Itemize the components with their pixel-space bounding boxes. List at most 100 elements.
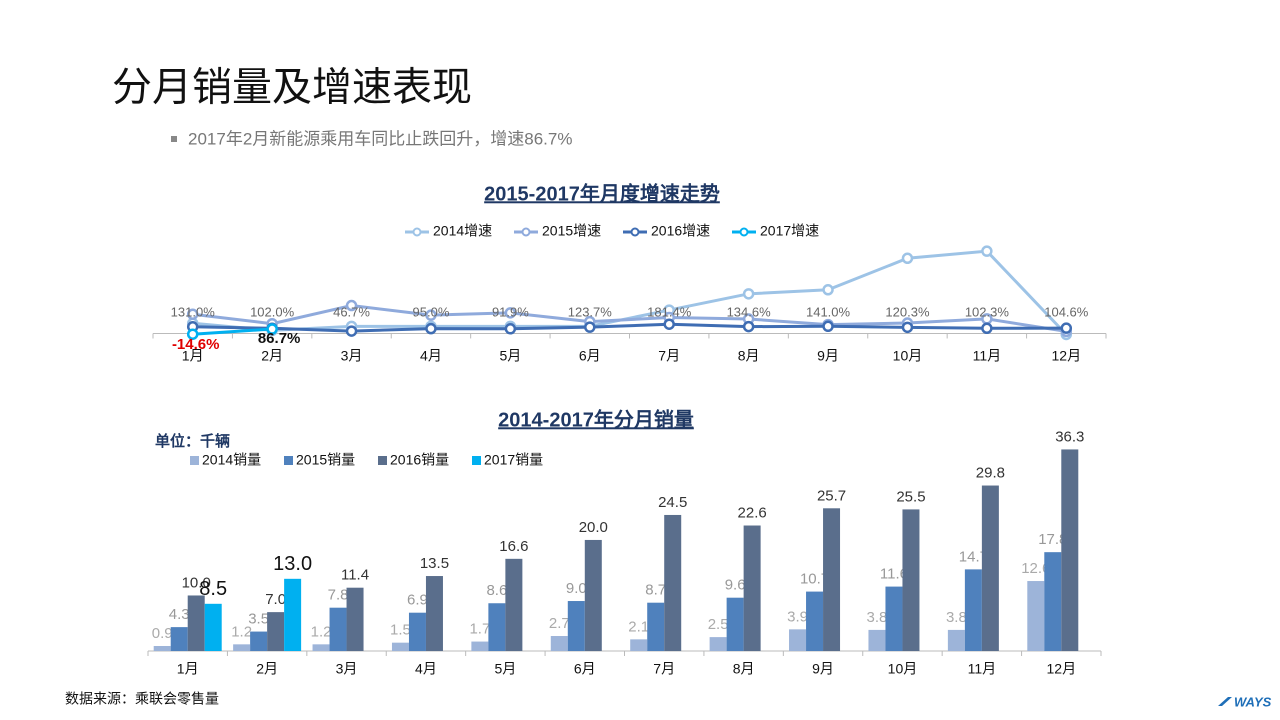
bar xyxy=(170,627,188,651)
legend-label: 2017销量 xyxy=(484,452,543,468)
line-marker xyxy=(822,284,834,296)
legend-label: 2015增速 xyxy=(542,223,601,239)
bar xyxy=(981,485,999,651)
data-label: 102.3% xyxy=(965,304,1010,319)
x-tick-label: 6月 xyxy=(579,348,601,364)
data-label: 9.0 xyxy=(566,580,587,597)
data-label: 14.7 xyxy=(959,548,988,565)
data-label: 2.7 xyxy=(549,615,570,632)
data-label: 24.5 xyxy=(658,494,687,511)
line-marker xyxy=(742,320,755,333)
data-label: 95.0% xyxy=(413,304,450,319)
bar xyxy=(391,642,409,651)
legend-swatch xyxy=(190,456,199,465)
legend-marker xyxy=(412,227,422,237)
data-label: 141.0% xyxy=(806,304,851,319)
bar xyxy=(471,641,489,651)
logo-icon xyxy=(1218,697,1232,706)
legend-swatch xyxy=(378,456,387,465)
data-label: 25.7 xyxy=(817,487,846,504)
bar xyxy=(233,644,251,651)
bar xyxy=(284,578,302,651)
data-label: 1.5 xyxy=(390,622,411,639)
x-tick-label: 4月 xyxy=(415,661,437,677)
line-marker xyxy=(186,328,199,340)
data-label: 10.0 xyxy=(182,574,211,591)
x-tick-label: 6月 xyxy=(574,661,596,677)
data-label: 12.6 xyxy=(1021,560,1050,577)
line xyxy=(192,322,1067,333)
data-label: 134.6% xyxy=(727,304,772,319)
x-tick-label: 4月 xyxy=(420,348,442,364)
data-label: 4.3 xyxy=(169,606,190,623)
bar xyxy=(947,629,965,651)
data-label: 3.8 xyxy=(867,609,888,626)
legend-swatch xyxy=(284,456,293,465)
source: 数据来源：乘联会零售量 xyxy=(65,691,219,707)
data-label: 36.3 xyxy=(1055,428,1084,445)
legend-label: 2017增速 xyxy=(760,223,819,239)
data-label: 1.2 xyxy=(231,623,252,640)
x-tick-label: 10月 xyxy=(893,348,923,364)
data-label: 11.6 xyxy=(880,566,908,583)
x-tick-label: 5月 xyxy=(494,661,516,677)
x-tick-label: 1月 xyxy=(182,348,204,364)
data-label: 8.7 xyxy=(645,582,666,599)
x-tick-label: 11月 xyxy=(973,348,1002,364)
bar xyxy=(505,558,523,651)
x-tick-label: 1月 xyxy=(177,661,199,677)
line-marker xyxy=(186,308,199,321)
data-label: 91.9% xyxy=(492,304,529,319)
data-label: 120.3% xyxy=(885,304,930,319)
chart-title: 2015-2017年月度增速走势 xyxy=(484,181,720,205)
bar xyxy=(204,603,222,651)
slide-title: 分月销量及增速表现 xyxy=(112,66,472,110)
bar xyxy=(488,603,506,651)
bar xyxy=(823,508,841,651)
x-tick-label: 2月 xyxy=(256,661,278,677)
x-tick-label: 3月 xyxy=(336,661,358,677)
x-tick-label: 11月 xyxy=(968,661,997,677)
bar xyxy=(664,514,682,651)
data-label: 1.7 xyxy=(469,621,490,638)
bar xyxy=(743,525,761,651)
data-label: 181.4% xyxy=(647,304,692,319)
data-label: 104.6% xyxy=(1044,304,1089,319)
x-tick-label: 5月 xyxy=(499,348,521,364)
x-tick-label: 12月 xyxy=(1047,661,1077,677)
line-marker xyxy=(425,322,437,335)
bullet-marker xyxy=(171,136,177,142)
line-marker xyxy=(981,322,993,335)
data-label: 102.0% xyxy=(250,304,295,319)
data-label: 20.0 xyxy=(579,519,608,536)
x-tick-label: 8月 xyxy=(733,661,755,677)
data-label: 0.9 xyxy=(152,625,173,642)
bar xyxy=(1061,449,1079,651)
line-marker xyxy=(981,245,993,257)
line-marker xyxy=(901,321,914,334)
data-label: 6.9 xyxy=(407,592,428,609)
line-marker xyxy=(1060,322,1073,334)
data-label: 2.1 xyxy=(628,618,649,635)
bar xyxy=(1027,581,1045,651)
bar xyxy=(408,612,426,651)
bar xyxy=(329,607,347,651)
x-tick-label: 10月 xyxy=(888,661,918,677)
data-label: 10.7 xyxy=(800,571,829,588)
line xyxy=(192,327,273,336)
data-label: 8.6 xyxy=(486,582,507,599)
bar xyxy=(885,586,903,651)
data-label: 13.0 xyxy=(273,553,312,575)
bar xyxy=(789,629,807,651)
x-tick-label: 3月 xyxy=(341,348,363,364)
x-tick-label: 12月 xyxy=(1052,348,1082,364)
data-label: 7.8 xyxy=(328,587,349,604)
bar xyxy=(267,612,285,651)
legend-label: 2016增速 xyxy=(651,223,710,239)
line-marker xyxy=(266,323,278,335)
line-marker xyxy=(345,325,358,337)
line-marker xyxy=(901,252,914,265)
bar xyxy=(1044,552,1062,651)
bar xyxy=(425,576,443,651)
